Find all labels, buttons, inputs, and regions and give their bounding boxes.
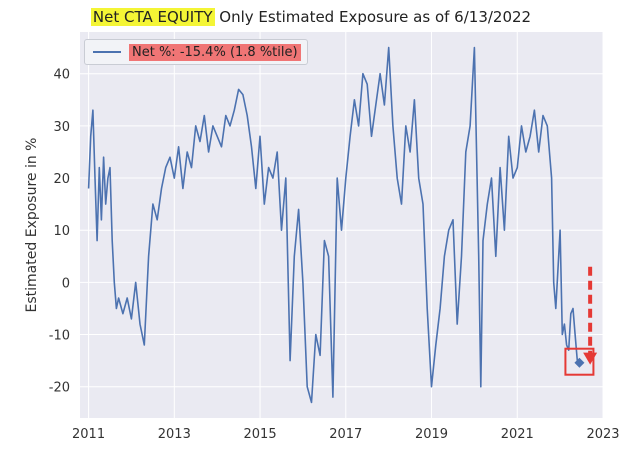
last-value-marker (574, 357, 585, 368)
x-tick-label: 2017 (329, 427, 362, 442)
legend-label: Net %: -15.4% (1.8 %tile) (129, 43, 301, 61)
y-tick-label: -20 (49, 381, 70, 396)
gridlines (80, 32, 604, 418)
y-tick-label: 40 (53, 68, 70, 83)
x-tick-label: 2015 (244, 427, 277, 442)
legend-swatch (93, 51, 121, 53)
legend: Net %: -15.4% (1.8 %tile) (84, 39, 308, 65)
chart-title-highlight: Net CTA EQUITY (90, 8, 215, 26)
x-tick-label: 2023 (586, 427, 619, 442)
y-tick-label: 0 (62, 276, 70, 291)
x-tick-label: 2013 (158, 427, 191, 442)
y-axis-label: Estimated Exposure in % (24, 138, 40, 313)
y-tick-label: -10 (49, 329, 70, 344)
highlight-box (564, 347, 595, 376)
chart-title: Net CTA EQUITY Only Estimated Exposure a… (0, 8, 622, 26)
x-tick-label: 2019 (415, 427, 448, 442)
chart-title-rest: Only Estimated Exposure as of 6/13/2022 (214, 8, 532, 26)
annotations (564, 266, 598, 376)
y-tick-label: 30 (53, 120, 70, 135)
down-arrow-head (583, 352, 598, 365)
x-tick-label: 2011 (72, 427, 105, 442)
x-tick-labels: 2011 2013 2015 2017 2019 2021 2023 (72, 427, 620, 442)
y-tick-label: 10 (53, 224, 70, 239)
y-tick-label: 20 (53, 172, 70, 187)
x-tick-label: 2021 (501, 427, 534, 442)
y-tick-labels: -20 -10 0 10 20 30 40 (49, 68, 70, 396)
series-line-net-exposure (87, 46, 580, 404)
